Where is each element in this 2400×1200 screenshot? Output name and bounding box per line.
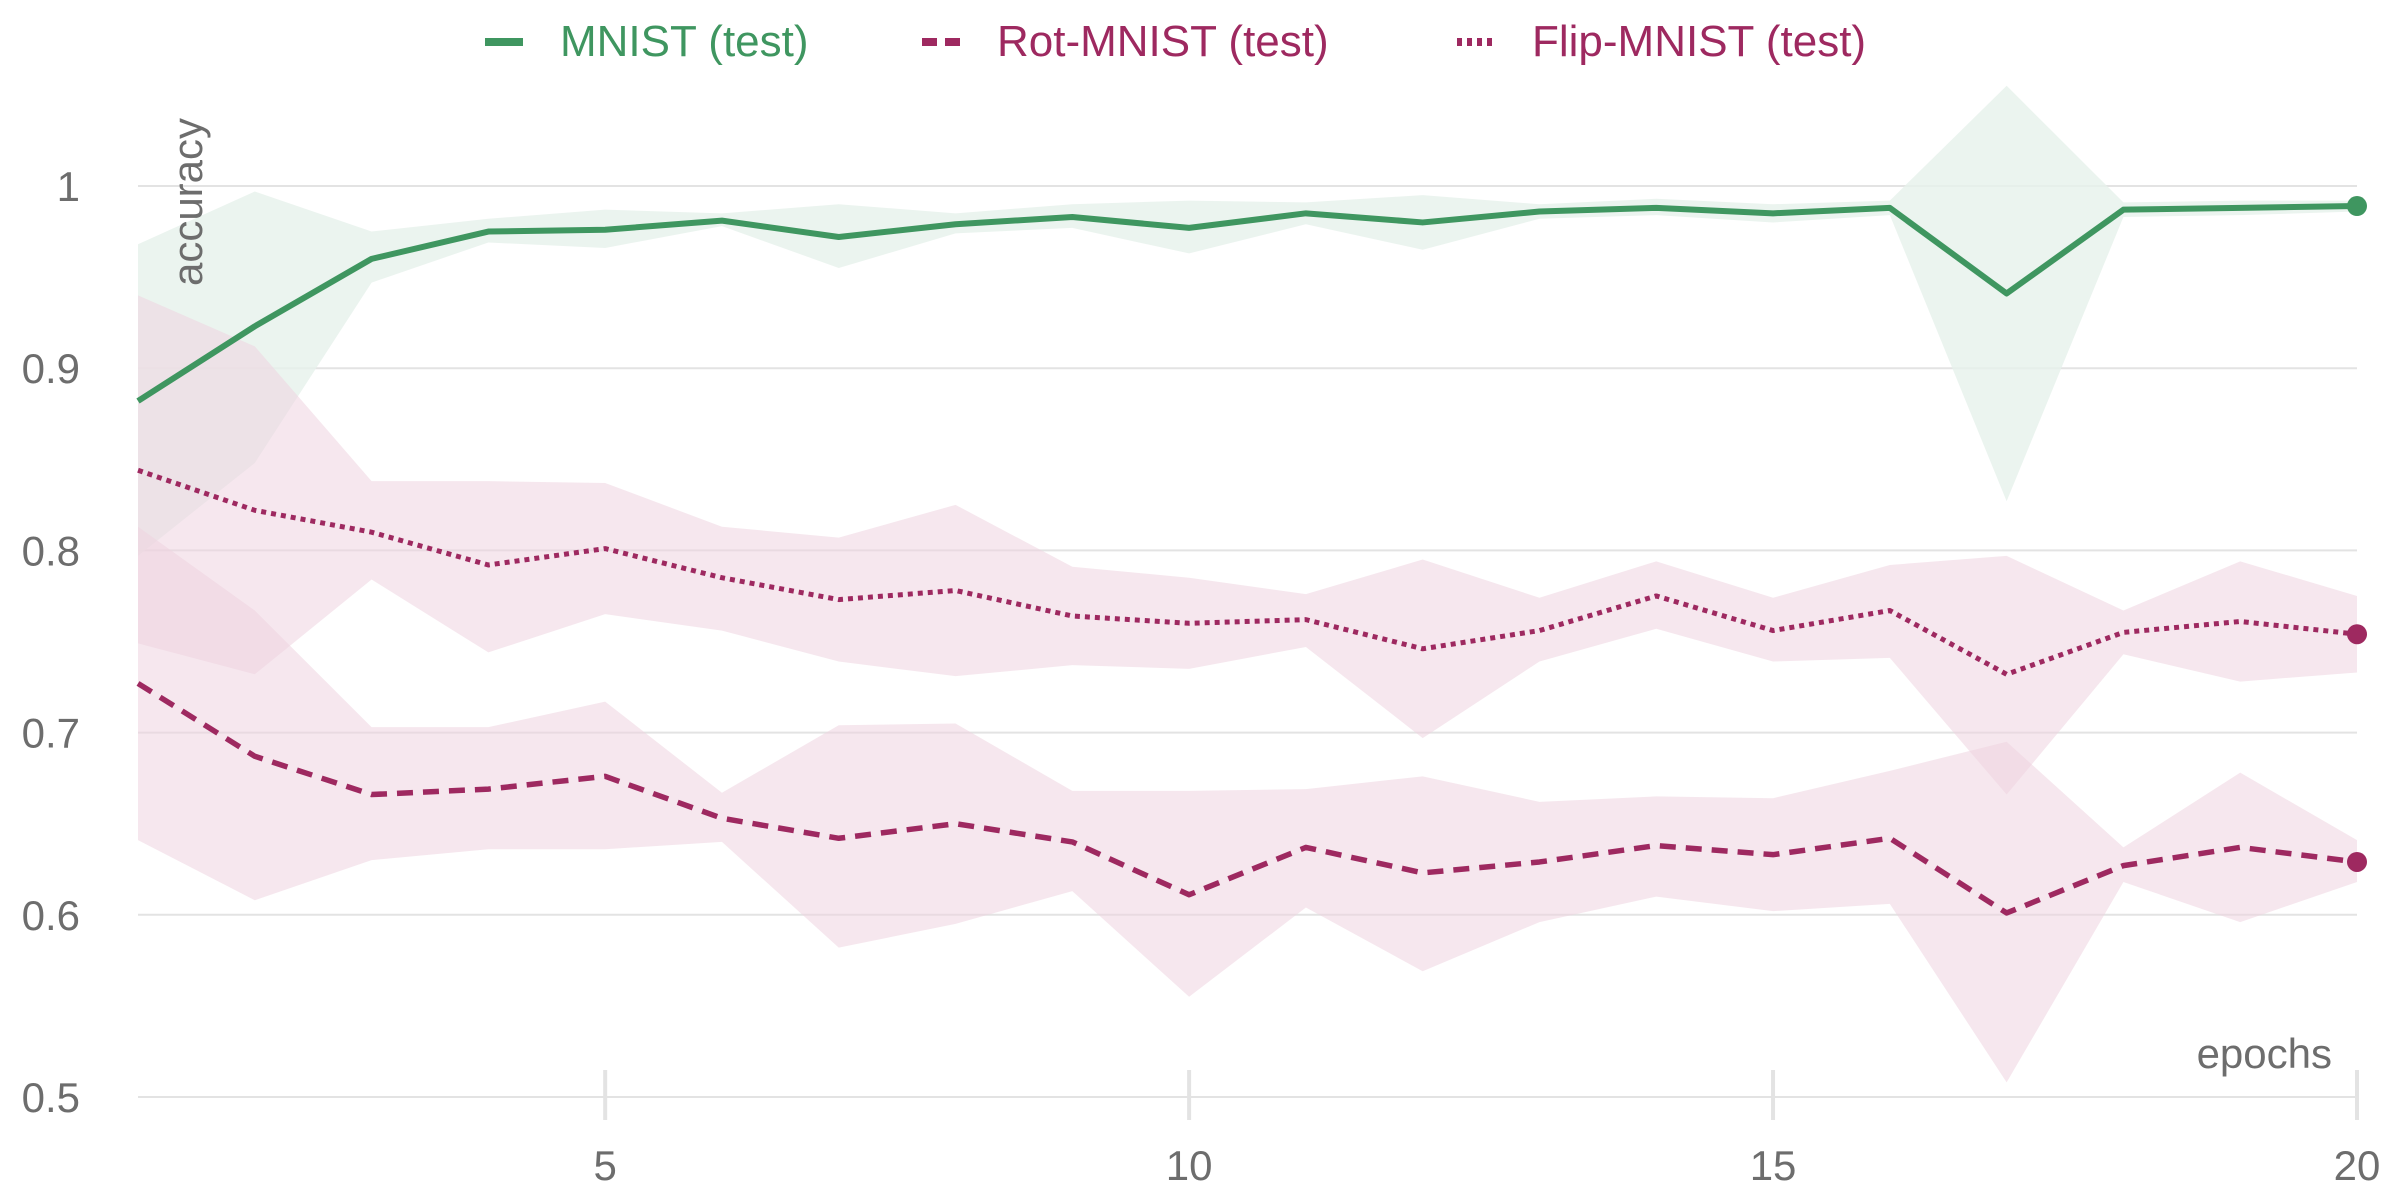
legend-label: Rot-MNIST (test)	[997, 17, 1329, 66]
legend-label: Flip-MNIST (test)	[1532, 17, 1866, 66]
y-axis-label: accuracy	[164, 118, 211, 286]
x-tick-label: 5	[593, 1142, 616, 1189]
y-tick-label: 0.6	[22, 892, 80, 939]
confidence-band	[138, 526, 2357, 1083]
x-axis-label: epochs	[2197, 1030, 2332, 1077]
x-tick-label: 20	[2334, 1142, 2381, 1189]
legend-item: MNIST (test)	[485, 17, 809, 66]
series-end-marker	[2347, 851, 2367, 872]
y-tick-label: 0.5	[22, 1074, 80, 1121]
confidence-band	[138, 295, 2357, 795]
y-tick-label: 0.7	[22, 710, 80, 757]
y-tick-label: 1	[57, 163, 80, 210]
series-line	[136, 203, 2358, 404]
y-tick-label: 0.8	[22, 527, 80, 574]
legend-label: MNIST (test)	[560, 17, 809, 66]
series-line	[136, 681, 2358, 916]
legend-item: Rot-MNIST (test)	[922, 17, 1329, 66]
series-end-marker	[2347, 196, 2367, 217]
y-tick-label: 0.9	[22, 345, 80, 392]
confidence-band	[138, 85, 2357, 556]
series-end-marker	[2347, 624, 2367, 645]
legend-item: Flip-MNIST (test)	[1457, 17, 1866, 66]
x-tick-label: 15	[1750, 1142, 1797, 1189]
series-line	[137, 467, 2358, 677]
x-tick-label: 10	[1166, 1142, 1213, 1189]
